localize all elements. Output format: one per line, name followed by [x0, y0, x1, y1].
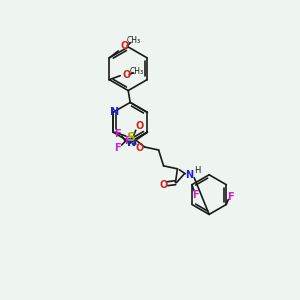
Text: F: F — [192, 190, 198, 200]
Text: F: F — [124, 136, 131, 146]
Text: O: O — [136, 121, 144, 131]
Text: F: F — [114, 129, 121, 139]
Text: CH₃: CH₃ — [127, 35, 141, 44]
Text: F: F — [114, 143, 121, 153]
Text: CH₃: CH₃ — [130, 67, 144, 76]
Text: O: O — [159, 180, 168, 190]
Text: O: O — [120, 41, 128, 51]
Text: N: N — [185, 170, 194, 180]
Text: O: O — [122, 70, 130, 80]
Text: F: F — [227, 192, 234, 202]
Text: O: O — [136, 143, 144, 153]
Text: N: N — [127, 138, 136, 148]
Text: S: S — [126, 130, 135, 144]
Text: H: H — [194, 166, 200, 175]
Text: N: N — [110, 107, 120, 117]
